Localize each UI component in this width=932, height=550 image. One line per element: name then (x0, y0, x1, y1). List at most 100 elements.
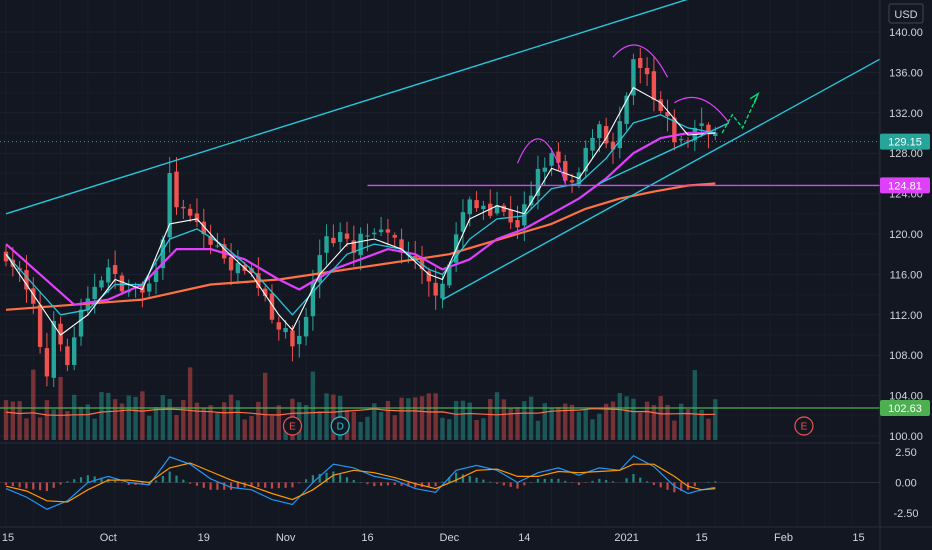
volume-bar (215, 413, 220, 440)
volume-bar (378, 412, 384, 440)
volume-bar (706, 418, 711, 440)
volume-bar (242, 419, 247, 440)
candle-body (194, 213, 200, 223)
volume-bar (112, 399, 118, 440)
volume-bar (174, 414, 179, 440)
time-tick-label: 15 (2, 532, 14, 544)
support-level-tag-text: 124.81 (888, 180, 922, 192)
volume-bar (24, 418, 29, 440)
trendline[interactable] (5, 0, 824, 215)
volume-bar (692, 370, 698, 440)
volume-bar (208, 405, 213, 440)
volume-bar (37, 417, 43, 440)
volume-bar (610, 401, 616, 440)
currency-badge[interactable] (888, 3, 924, 24)
price-tick-label: 100.00 (889, 431, 923, 443)
candle-body (249, 268, 254, 273)
event-marker[interactable]: E (794, 416, 814, 436)
candle-body (522, 204, 527, 226)
candle-body (92, 286, 97, 300)
macd-tick-label: -2.50 (893, 508, 918, 520)
candle-body (678, 139, 684, 141)
candle-body (290, 330, 295, 347)
volume-bar (10, 401, 16, 440)
volume-bar (665, 404, 670, 440)
candle-body (283, 328, 288, 333)
volume-bar (310, 371, 316, 440)
time-axis-ticks[interactable]: 15 Oct 19 Nov 16 Dec 14 2021 15 Feb 15 (2, 532, 865, 544)
price-tick-label: 140.00 (889, 27, 923, 39)
event-marker[interactable]: D (330, 416, 350, 436)
volume-bar (140, 391, 145, 440)
volume-bar (106, 392, 111, 440)
pattern-arc (612, 44, 669, 78)
projection-path (721, 97, 757, 134)
volume-bar (447, 419, 452, 440)
candle-body (433, 282, 438, 296)
volume-bar (167, 399, 172, 440)
candle-body (481, 205, 486, 210)
event-marker[interactable]: E (282, 416, 303, 436)
candle-body (235, 262, 241, 274)
candle-body (413, 255, 418, 260)
trendline[interactable] (599, 122, 730, 185)
candle-body (651, 71, 657, 100)
candle-body (685, 140, 691, 142)
candle-body (644, 67, 650, 75)
price-tick-label: 116.00 (890, 269, 923, 281)
volume-bar (317, 411, 322, 440)
candle-body (542, 167, 547, 172)
candle-body (563, 161, 568, 181)
time-tick-label: Oct (100, 532, 117, 544)
volume-bar (488, 398, 493, 440)
candle-body (372, 232, 377, 235)
volume-bar (133, 396, 138, 440)
candle-body (201, 221, 206, 235)
volume-bar (440, 417, 445, 440)
candle-body (24, 270, 29, 290)
volume-bar (419, 396, 425, 440)
event-marker-label: E (289, 422, 296, 433)
candle-body (378, 229, 384, 233)
candle-body (324, 236, 329, 253)
volume-bar (31, 369, 36, 440)
volume-bar (235, 400, 241, 440)
price-axis-panel[interactable] (880, 0, 932, 550)
candle-body (610, 141, 616, 150)
candle-body (556, 151, 561, 163)
price-tick-label: 132.00 (889, 108, 923, 120)
volume-bar (494, 392, 500, 440)
volume-bar (194, 402, 200, 440)
volume-bar (501, 399, 507, 440)
candle-body (699, 123, 704, 126)
candle-body (112, 265, 118, 275)
volume-bar (563, 403, 568, 440)
volume-bar (678, 403, 684, 440)
time-tick-label: Nov (276, 532, 296, 544)
price-tick-label: 108.00 (889, 350, 923, 362)
candle-body (222, 244, 227, 259)
candle-body (337, 232, 343, 242)
candle-body (228, 256, 234, 271)
support-level-tag: 124.81 (880, 177, 930, 194)
trendline[interactable] (442, 51, 893, 301)
candle-body (528, 195, 534, 206)
candle-body (665, 112, 670, 117)
candle-body (583, 147, 588, 172)
volume-bar (78, 406, 84, 440)
volume-bar (528, 396, 534, 440)
candle-body (269, 293, 275, 320)
volume-bar (406, 398, 411, 440)
volume-bar (467, 402, 472, 440)
volume-bar (651, 404, 657, 440)
candle-body (549, 153, 554, 166)
candle-body (426, 271, 432, 282)
candle-body (467, 199, 472, 215)
volume-bar (351, 411, 357, 440)
candle-body (106, 267, 111, 283)
candle-body (3, 251, 9, 262)
volume-level-tag: 102.63 (880, 400, 930, 416)
candle-body (72, 337, 77, 365)
